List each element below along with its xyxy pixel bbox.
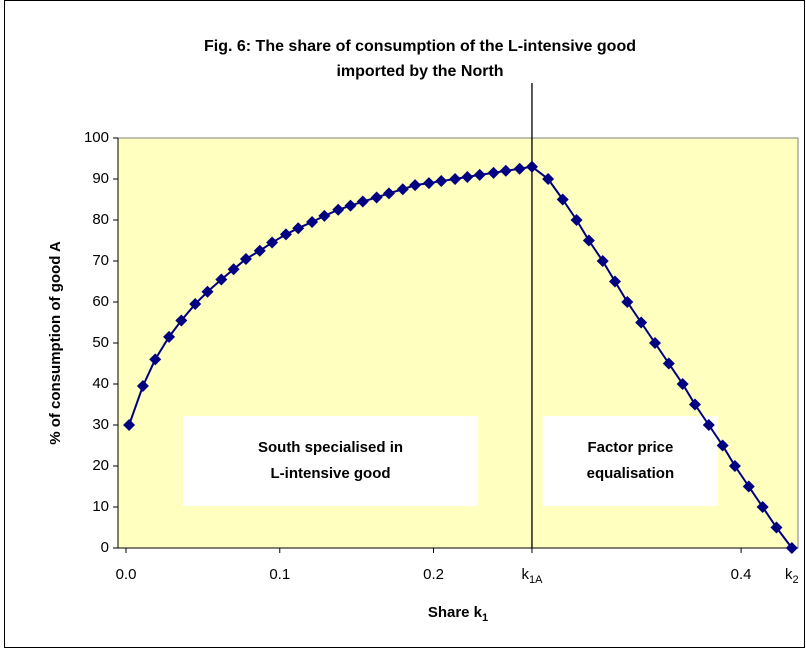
data-point: [582, 234, 595, 247]
data-point: [609, 275, 622, 288]
data-point: [292, 222, 305, 235]
data-point: [409, 179, 422, 192]
y-tick-label: 10: [92, 498, 109, 515]
data-point: [635, 316, 648, 329]
data-point: [473, 168, 486, 181]
y-tick-label: 70: [92, 252, 109, 269]
data-point: [621, 296, 634, 308]
x-tick-label-text: 0.1: [269, 566, 290, 583]
data-point: [279, 228, 292, 241]
data-point: [123, 419, 136, 431]
data-point: [676, 378, 689, 390]
data-point: [175, 314, 188, 327]
data-point: [702, 419, 715, 431]
x-axis-title-sub: 1: [482, 612, 488, 624]
data-point: [318, 209, 331, 222]
data-point: [785, 542, 798, 554]
x-tick-label-text: 0.2: [423, 566, 444, 583]
data-point: [201, 285, 214, 298]
x-tick-label-text: 0.0: [116, 566, 137, 583]
data-point: [239, 252, 252, 265]
x-tick-label-text: 0.4: [731, 566, 752, 583]
annotation: South specialised in: [258, 439, 403, 456]
data-point: [253, 244, 266, 257]
data-point: [648, 337, 661, 349]
y-tick-label: 50: [92, 334, 109, 351]
y-tick-label: 30: [92, 416, 109, 433]
annotation: equalisation: [587, 465, 675, 482]
data-point: [370, 191, 383, 204]
x-axis-title-text: Share k: [428, 604, 483, 621]
annotation-box: [542, 416, 719, 506]
x-tick-label: 0.1: [269, 566, 290, 583]
data-point: [742, 480, 755, 493]
chart-title: Fig. 6: The share of consumption of the …: [204, 38, 636, 55]
data-point: [227, 263, 240, 276]
data-point: [215, 273, 228, 286]
data-point: [306, 216, 319, 229]
y-tick-label: 40: [92, 375, 109, 392]
data-point: [542, 173, 555, 185]
data-point: [596, 255, 609, 267]
data-point: [449, 173, 462, 185]
data-point: [525, 160, 538, 173]
data-point: [688, 398, 701, 411]
y-tick-label: 60: [92, 293, 109, 310]
data-point: [662, 357, 675, 370]
y-tick-label: 100: [84, 129, 109, 146]
x-tick-label: 0.0: [116, 566, 137, 583]
data-point: [344, 199, 357, 212]
chart-title: imported by the North: [336, 63, 503, 80]
data-point: [396, 183, 409, 196]
x-tick-label-sub: 1A: [529, 574, 543, 586]
data-point: [499, 164, 512, 177]
y-tick-label: 80: [92, 211, 109, 228]
x-tick-label: k1A: [521, 566, 543, 586]
y-axis-title: % of consumption of good A: [47, 241, 64, 445]
data-point: [149, 353, 162, 366]
data-point: [556, 193, 569, 206]
data-point: [756, 501, 769, 513]
y-tick-label: 0: [101, 539, 109, 556]
data-point: [513, 162, 526, 175]
data-point: [136, 380, 149, 393]
annotation: L-intensive good: [271, 465, 391, 482]
data-point: [728, 460, 741, 472]
data-point: [163, 330, 176, 343]
x-tick-label-sub: 2: [793, 574, 799, 586]
x-tick-label: 0.2: [423, 566, 444, 583]
data-point: [487, 166, 500, 179]
x-tick-label: k2: [785, 566, 799, 586]
data-point: [266, 236, 279, 249]
data-point: [189, 298, 202, 311]
x-tick-label: 0.4: [731, 566, 752, 583]
data-point: [435, 175, 448, 188]
data-point: [770, 521, 783, 534]
x-axis-title: Share k1: [428, 604, 488, 624]
data-point: [356, 195, 369, 208]
data-point: [461, 170, 474, 183]
data-point: [570, 214, 583, 226]
y-tick-label: 90: [92, 170, 109, 187]
y-tick-label: 20: [92, 457, 109, 474]
annotation-box: [182, 416, 479, 506]
annotation: Factor price: [587, 439, 673, 456]
data-point: [716, 439, 729, 452]
data-point: [382, 187, 395, 200]
x-tick-label-text: k: [785, 566, 793, 583]
data-point: [332, 203, 345, 216]
data-point: [422, 177, 435, 190]
x-tick-label-text: k: [521, 566, 529, 583]
